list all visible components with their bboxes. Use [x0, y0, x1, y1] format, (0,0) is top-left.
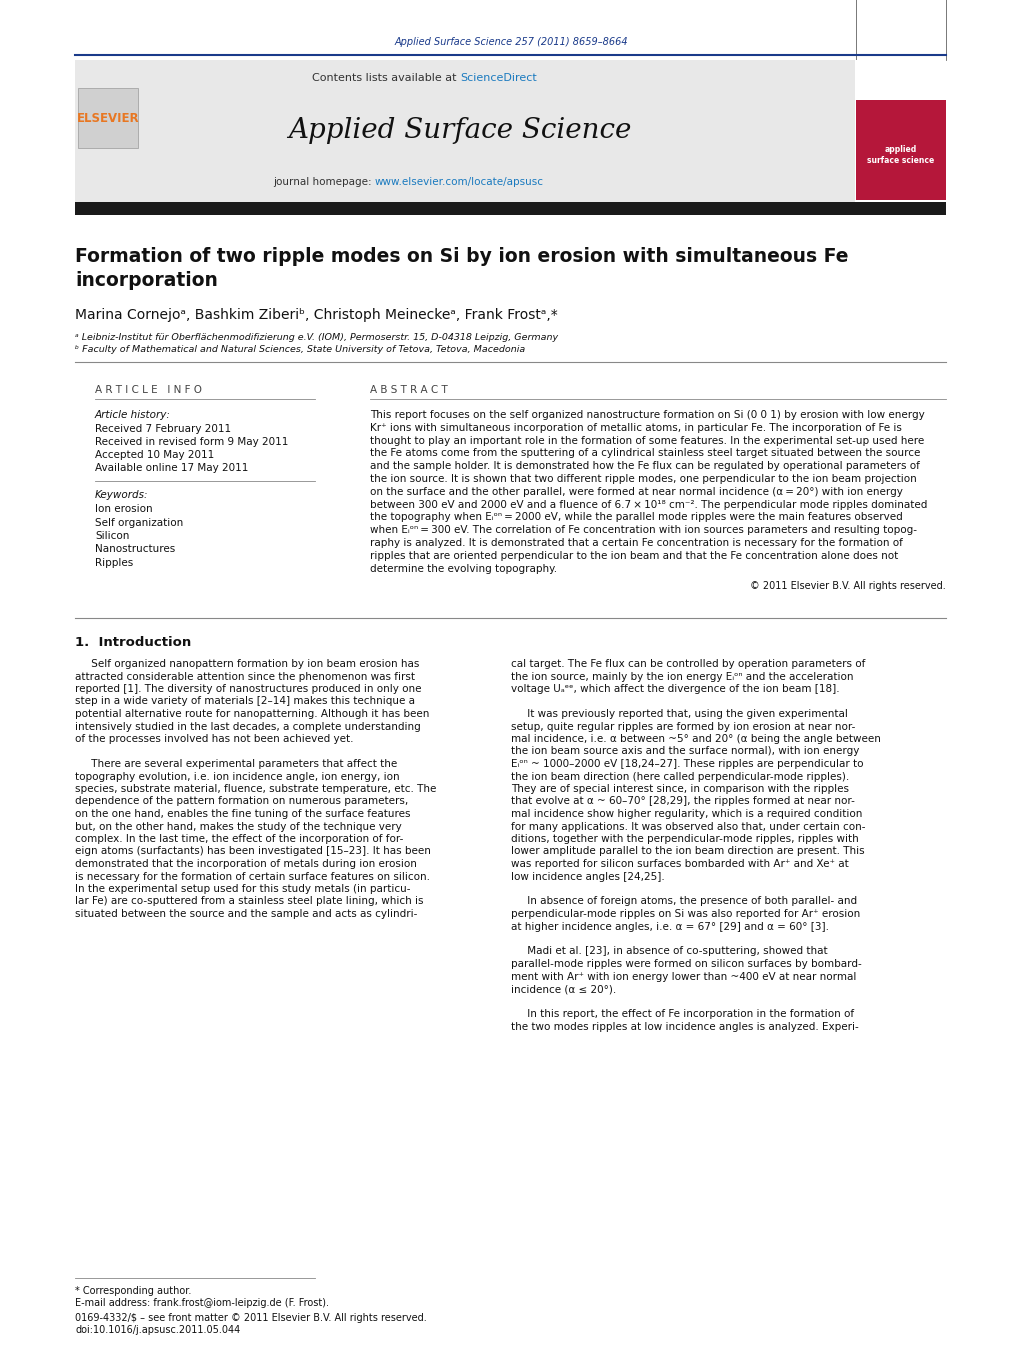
Text: * Corresponding author.: * Corresponding author.	[75, 1286, 191, 1296]
Text: parallel-mode ripples were formed on silicon surfaces by bombard-: parallel-mode ripples were formed on sil…	[510, 959, 862, 969]
Text: that evolve at α ~ 60–70° [28,29], the ripples formed at near nor-: that evolve at α ~ 60–70° [28,29], the r…	[510, 797, 855, 807]
Text: lar Fe) are co-sputtered from a stainless steel plate lining, which is: lar Fe) are co-sputtered from a stainles…	[75, 897, 424, 907]
Text: applied
surface science: applied surface science	[868, 145, 934, 165]
Text: Self organization: Self organization	[95, 517, 183, 527]
Text: A R T I C L E   I N F O: A R T I C L E I N F O	[95, 385, 202, 394]
Text: incidence (α ≤ 20°).: incidence (α ≤ 20°).	[510, 984, 617, 994]
Text: low incidence angles [24,25].: low incidence angles [24,25].	[510, 871, 665, 881]
Text: reported [1]. The diversity of nanostructures produced in only one: reported [1]. The diversity of nanostruc…	[75, 684, 422, 694]
Text: the ion beam source axis and the surface normal), with ion energy: the ion beam source axis and the surface…	[510, 747, 860, 757]
Text: species, substrate material, fluence, substrate temperature, etc. The: species, substrate material, fluence, su…	[75, 784, 436, 794]
Text: step in a wide variety of materials [2–14] makes this technique a: step in a wide variety of materials [2–1…	[75, 697, 415, 707]
Text: dependence of the pattern formation on numerous parameters,: dependence of the pattern formation on n…	[75, 797, 408, 807]
Text: Formation of two ripple modes on Si by ion erosion with simultaneous Fe: Formation of two ripple modes on Si by i…	[75, 247, 848, 266]
Text: determine the evolving topography.: determine the evolving topography.	[370, 563, 557, 574]
Text: ment with Ar⁺ with ion energy lower than ~400 eV at near normal: ment with Ar⁺ with ion energy lower than…	[510, 971, 857, 981]
Text: Eᵢᵒⁿ ~ 1000–2000 eV [18,24–27]. These ripples are perpendicular to: Eᵢᵒⁿ ~ 1000–2000 eV [18,24–27]. These ri…	[510, 759, 864, 769]
Text: on the surface and the other parallel, were formed at near normal incidence (α =: on the surface and the other parallel, w…	[370, 486, 903, 497]
Text: topography evolution, i.e. ion incidence angle, ion energy, ion: topography evolution, i.e. ion incidence…	[75, 771, 399, 781]
Text: © 2011 Elsevier B.V. All rights reserved.: © 2011 Elsevier B.V. All rights reserved…	[750, 581, 946, 592]
Text: Received 7 February 2011: Received 7 February 2011	[95, 424, 231, 434]
Text: 0169-4332/$ – see front matter © 2011 Elsevier B.V. All rights reserved.: 0169-4332/$ – see front matter © 2011 El…	[75, 1313, 427, 1323]
Bar	[856, 100, 946, 200]
Text: the ion beam direction (here called perpendicular-mode ripples).: the ion beam direction (here called perp…	[510, 771, 849, 781]
Text: mal incidence, i.e. α between ~5° and 20° (α being the angle between: mal incidence, i.e. α between ~5° and 20…	[510, 734, 881, 744]
Text: doi:10.1016/j.apsusc.2011.05.044: doi:10.1016/j.apsusc.2011.05.044	[75, 1325, 240, 1335]
Bar	[75, 203, 946, 215]
Text: lower amplitude parallel to the ion beam direction are present. This: lower amplitude parallel to the ion beam…	[510, 847, 865, 857]
Text: E-mail address: frank.frost@iom-leipzig.de (F. Frost).: E-mail address: frank.frost@iom-leipzig.…	[75, 1298, 329, 1308]
Text: at higher incidence angles, i.e. α = 67° [29] and α = 60° [3].: at higher incidence angles, i.e. α = 67°…	[510, 921, 829, 931]
Text: In absence of foreign atoms, the presence of both parallel- and: In absence of foreign atoms, the presenc…	[510, 897, 857, 907]
Text: Ion erosion: Ion erosion	[95, 504, 152, 513]
Text: the two modes ripples at low incidence angles is analyzed. Experi-: the two modes ripples at low incidence a…	[510, 1021, 859, 1032]
Text: was reported for silicon surfaces bombarded with Ar⁺ and Xe⁺ at: was reported for silicon surfaces bombar…	[510, 859, 848, 869]
Text: cal target. The Fe flux can be controlled by operation parameters of: cal target. The Fe flux can be controlle…	[510, 659, 866, 669]
Text: Applied Surface Science 257 (2011) 8659–8664: Applied Surface Science 257 (2011) 8659–…	[394, 36, 628, 47]
Text: There are several experimental parameters that affect the: There are several experimental parameter…	[75, 759, 397, 769]
Bar	[75, 59, 855, 209]
Text: eign atoms (surfactants) has been investigated [15–23]. It has been: eign atoms (surfactants) has been invest…	[75, 847, 431, 857]
Text: Ripples: Ripples	[95, 558, 134, 567]
Text: Received in revised form 9 May 2011: Received in revised form 9 May 2011	[95, 436, 288, 447]
Text: voltage Uₐᵉᵉ, which affect the divergence of the ion beam [18].: voltage Uₐᵉᵉ, which affect the divergenc…	[510, 684, 839, 694]
Text: is necessary for the formation of certain surface features on silicon.: is necessary for the formation of certai…	[75, 871, 430, 881]
Text: setup, quite regular ripples are formed by ion erosion at near nor-: setup, quite regular ripples are formed …	[510, 721, 856, 731]
Text: demonstrated that the incorporation of metals during ion erosion: demonstrated that the incorporation of m…	[75, 859, 417, 869]
Text: between 300 eV and 2000 eV and a fluence of 6.7 × 10¹⁸ cm⁻². The perpendicular m: between 300 eV and 2000 eV and a fluence…	[370, 500, 927, 509]
Text: ᵇ Faculty of Mathematical and Natural Sciences, State University of Tetova, Teto: ᵇ Faculty of Mathematical and Natural Sc…	[75, 346, 525, 354]
Text: potential alternative route for nanopatterning. Although it has been: potential alternative route for nanopatt…	[75, 709, 430, 719]
Text: when Eᵢᵒⁿ = 300 eV. The correlation of Fe concentration with ion sources paramet: when Eᵢᵒⁿ = 300 eV. The correlation of F…	[370, 526, 917, 535]
Text: mal incidence show higher regularity, which is a required condition: mal incidence show higher regularity, wh…	[510, 809, 863, 819]
Text: This report focuses on the self organized nanostructure formation on Si (0 0 1) : This report focuses on the self organize…	[370, 409, 925, 420]
Text: complex. In the last time, the effect of the incorporation of for-: complex. In the last time, the effect of…	[75, 834, 403, 844]
Text: Available online 17 May 2011: Available online 17 May 2011	[95, 463, 248, 473]
Text: Silicon: Silicon	[95, 531, 130, 540]
Bar	[856, 59, 946, 100]
Text: on the one hand, enables the fine tuning of the surface features: on the one hand, enables the fine tuning…	[75, 809, 410, 819]
Text: perpendicular-mode ripples on Si was also reported for Ar⁺ erosion: perpendicular-mode ripples on Si was als…	[510, 909, 861, 919]
Bar	[78, 88, 138, 149]
Bar	[856, 0, 946, 59]
Text: ditions, together with the perpendicular-mode ripples, ripples with: ditions, together with the perpendicular…	[510, 834, 859, 844]
Text: Nanostructures: Nanostructures	[95, 544, 176, 554]
Text: thought to play an important role in the formation of some features. In the expe: thought to play an important role in the…	[370, 435, 924, 446]
Text: the ion source. It is shown that two different ripple modes, one perpendicular t: the ion source. It is shown that two dif…	[370, 474, 917, 484]
Text: and the sample holder. It is demonstrated how the Fe flux can be regulated by op: and the sample holder. It is demonstrate…	[370, 461, 920, 471]
Text: Applied Surface Science: Applied Surface Science	[288, 116, 632, 143]
Text: Article history:: Article history:	[95, 409, 171, 420]
Text: In this report, the effect of Fe incorporation in the formation of: In this report, the effect of Fe incorpo…	[510, 1009, 855, 1019]
Text: www.elsevier.com/locate/apsusc: www.elsevier.com/locate/apsusc	[375, 177, 544, 186]
Text: the topography when Eᵢᵒⁿ = 2000 eV, while the parallel mode ripples were the mai: the topography when Eᵢᵒⁿ = 2000 eV, whil…	[370, 512, 903, 523]
Text: Self organized nanopattern formation by ion beam erosion has: Self organized nanopattern formation by …	[75, 659, 420, 669]
Text: of the processes involved has not been achieved yet.: of the processes involved has not been a…	[75, 734, 353, 744]
Text: ripples that are oriented perpendicular to the ion beam and that the Fe concentr: ripples that are oriented perpendicular …	[370, 551, 898, 561]
Text: raphy is analyzed. It is demonstrated that a certain Fe concentration is necessa: raphy is analyzed. It is demonstrated th…	[370, 538, 903, 549]
Text: In the experimental setup used for this study metals (in particu-: In the experimental setup used for this …	[75, 884, 410, 894]
Text: Accepted 10 May 2011: Accepted 10 May 2011	[95, 450, 214, 459]
Text: ScienceDirect: ScienceDirect	[460, 73, 537, 82]
Text: the Fe atoms come from the sputtering of a cylindrical stainless steel target si: the Fe atoms come from the sputtering of…	[370, 449, 920, 458]
Text: It was previously reported that, using the given experimental: It was previously reported that, using t…	[510, 709, 847, 719]
Text: the ion source, mainly by the ion energy Eᵢᵒⁿ and the acceleration: the ion source, mainly by the ion energy…	[510, 671, 854, 681]
Text: Contents lists available at: Contents lists available at	[312, 73, 460, 82]
Text: A B S T R A C T: A B S T R A C T	[370, 385, 448, 394]
Text: for many applications. It was observed also that, under certain con-: for many applications. It was observed a…	[510, 821, 866, 831]
Text: attracted considerable attention since the phenomenon was first: attracted considerable attention since t…	[75, 671, 415, 681]
Text: Kr⁺ ions with simultaneous incorporation of metallic atoms, in particular Fe. Th: Kr⁺ ions with simultaneous incorporation…	[370, 423, 902, 432]
Text: intensively studied in the last decades, a complete understanding: intensively studied in the last decades,…	[75, 721, 421, 731]
Text: incorporation: incorporation	[75, 270, 217, 289]
Text: ᵃ Leibniz-Institut für Oberflächenmodifizierung e.V. (IOM), Permoserstr. 15, D-0: ᵃ Leibniz-Institut für Oberflächenmodifi…	[75, 332, 558, 342]
Text: Madi et al. [23], in absence of co-sputtering, showed that: Madi et al. [23], in absence of co-sputt…	[510, 947, 828, 957]
Text: They are of special interest since, in comparison with the ripples: They are of special interest since, in c…	[510, 784, 849, 794]
Text: ELSEVIER: ELSEVIER	[77, 112, 139, 124]
Text: situated between the source and the sample and acts as cylindri-: situated between the source and the samp…	[75, 909, 418, 919]
Text: 1.  Introduction: 1. Introduction	[75, 636, 191, 650]
Text: Keywords:: Keywords:	[95, 490, 148, 500]
Text: Marina Cornejoᵃ, Bashkim Ziberiᵇ, Christoph Meineckeᵃ, Frank Frostᵃ,*: Marina Cornejoᵃ, Bashkim Ziberiᵇ, Christ…	[75, 308, 557, 322]
Text: journal homepage:: journal homepage:	[274, 177, 375, 186]
Text: but, on the other hand, makes the study of the technique very: but, on the other hand, makes the study …	[75, 821, 401, 831]
